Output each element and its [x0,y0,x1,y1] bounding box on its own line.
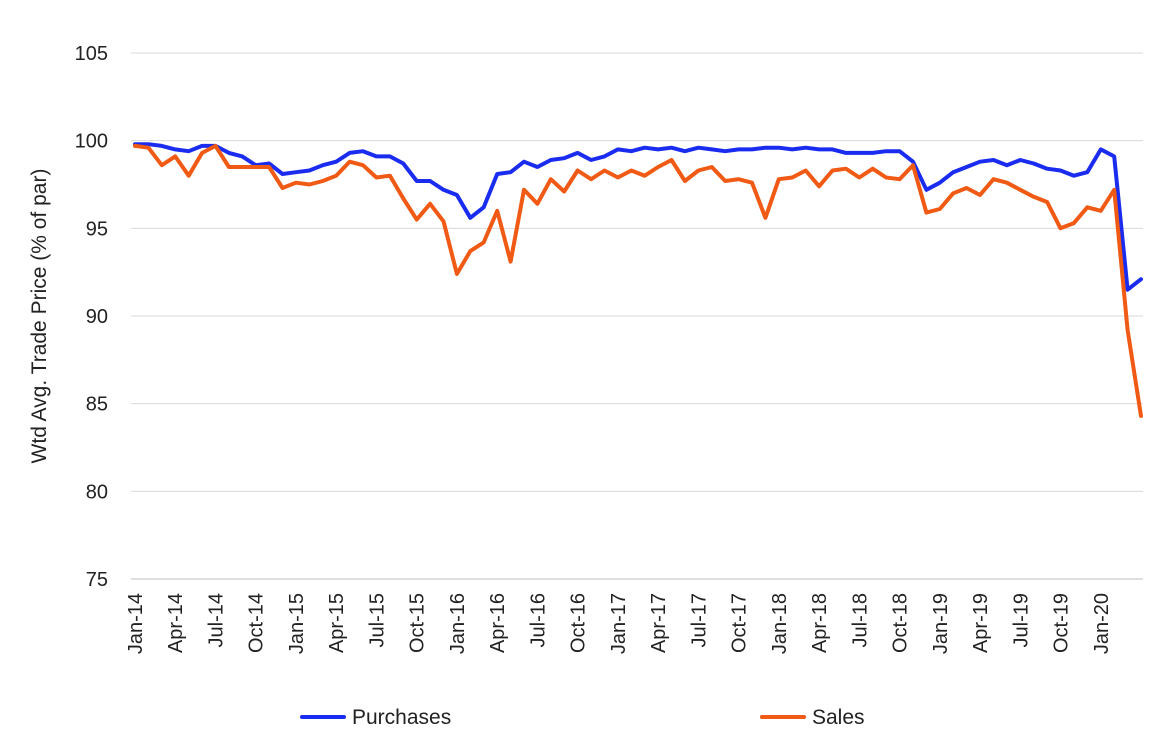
x-tick-label: Oct-17 [729,593,751,653]
series-lines [133,142,1143,418]
x-tick-label: Jan-17 [608,593,630,654]
x-tick-label: Apr-18 [809,593,831,653]
x-tick-label: Jan-16 [447,593,469,654]
y-tick-label: 80 [86,481,108,503]
x-axis-ticks: Jan-14 Apr-14 Jul-14 Oct-14 Jan-15 Apr-15 Jul-… [125,593,1113,654]
y-tick-label: 100 [75,131,108,153]
x-tick-label: Jan-19 [930,593,952,654]
x-tick-label: Oct-16 [568,593,590,653]
legend: Purchases Sales [300,706,865,729]
x-tick-label: Jul-17 [688,593,710,647]
x-tick-label: Jul-19 [1010,593,1032,647]
x-tick-label: Jan-14 [125,593,147,654]
legend-label-purchases: Purchases [352,706,451,729]
gridlines [131,52,1143,580]
x-tick-label: Jan-20 [1091,593,1113,654]
x-tick-label: Jul-14 [205,593,227,647]
x-tick-label: Jul-16 [527,593,549,647]
y-tick-label: 75 [86,569,108,591]
x-tick-label: Apr-14 [165,593,187,653]
x-tick-label: Oct-14 [246,593,268,653]
x-tick-label: Jul-15 [366,593,388,647]
series-line-sales [133,143,1143,418]
y-tick-label: 95 [86,218,108,240]
y-tick-label: 105 [75,43,108,65]
x-tick-label: Jan-15 [286,593,308,654]
x-tick-label: Apr-16 [487,593,509,653]
x-tick-label: Apr-17 [648,593,670,653]
y-axis-title: Wtd Avg. Trade Price (% of par) [28,169,51,464]
x-tick-label: Oct-18 [890,593,912,653]
legend-label-sales: Sales [812,706,865,729]
y-axis-ticks: 75 80 85 90 95 100 105 [75,43,108,591]
y-tick-label: 85 [86,394,108,416]
series-line-purchases [133,142,1143,292]
x-tick-label: Apr-19 [970,593,992,653]
x-tick-label: Jul-18 [849,593,871,647]
x-tick-label: Oct-19 [1051,593,1073,653]
y-tick-label: 90 [86,306,108,328]
x-tick-label: Apr-15 [326,593,348,653]
x-tick-label: Jan-18 [769,593,791,654]
x-tick-label: Oct-15 [407,593,429,653]
